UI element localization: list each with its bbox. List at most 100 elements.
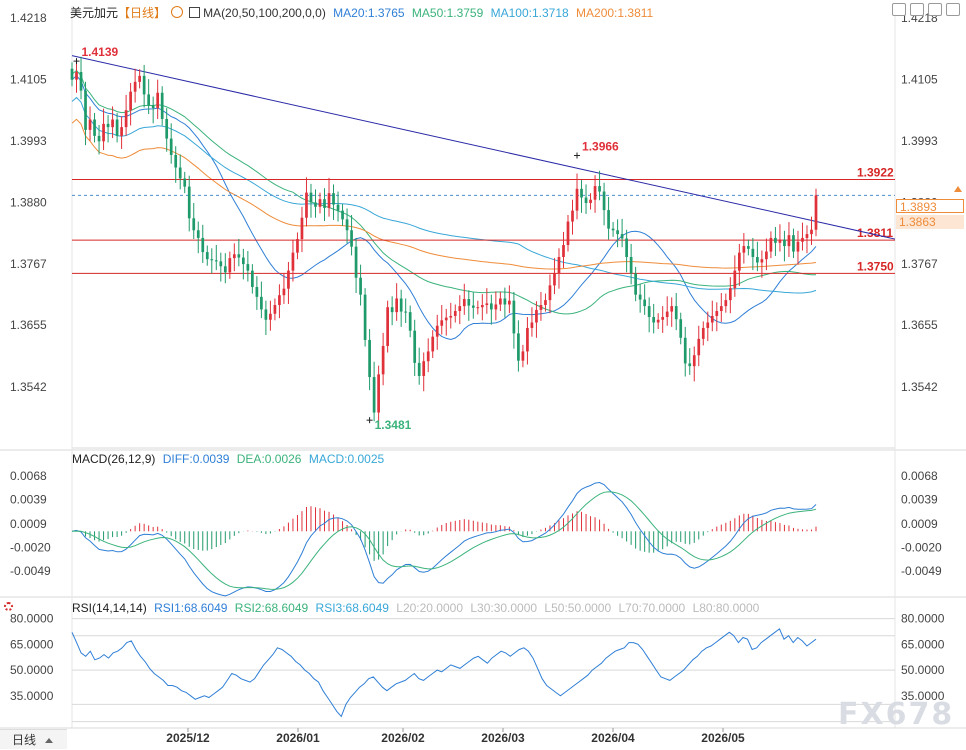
rsi-y-tick-left: 35.0000 — [10, 689, 54, 703]
candle-body — [174, 154, 178, 168]
candle-body — [467, 299, 471, 306]
candle-body — [165, 118, 169, 139]
candle-body — [269, 313, 272, 320]
candle-body — [679, 319, 683, 338]
candle-body — [508, 300, 511, 305]
rsi-label[interactable]: RSI(14,14,14) — [72, 601, 147, 615]
candle-body — [282, 288, 286, 296]
ma-indicator-icon — [188, 7, 200, 18]
macd-y-tick-left: 0.0068 — [10, 469, 47, 483]
candle-body — [553, 273, 556, 286]
candle-body — [187, 186, 191, 219]
close-icon[interactable] — [946, 3, 960, 16]
candle-body — [598, 186, 601, 192]
candle-body — [232, 254, 236, 259]
candle-body — [512, 300, 516, 334]
macd-label[interactable]: MACD(26,12,9) — [72, 452, 156, 466]
candle-body — [503, 298, 507, 305]
candle-body — [223, 266, 227, 273]
candle-body — [273, 305, 277, 314]
price-tag-low: 1.3863 — [896, 215, 964, 229]
candle-body — [728, 288, 732, 301]
ma50-line — [71, 69, 817, 315]
candle-body — [138, 75, 141, 82]
ma20-line — [71, 75, 817, 341]
zoom-out-icon[interactable] — [892, 3, 906, 16]
rsi-settings-icon[interactable] — [4, 602, 13, 611]
rsi-l80: L80:80.0000 — [692, 601, 760, 615]
candle-body — [548, 285, 552, 301]
macd-y-tick-left: 0.0039 — [10, 493, 47, 507]
restore-icon[interactable] — [928, 3, 942, 16]
y-tick-label-left: 1.4105 — [10, 73, 47, 87]
candle-body — [607, 210, 610, 229]
candle-body — [715, 311, 719, 316]
candle-body — [323, 199, 326, 208]
y-tick-label-right: 1.3542 — [901, 380, 938, 394]
candle-body — [97, 135, 101, 142]
candle-body — [688, 363, 692, 367]
rsi-header: RSI(14,14,14) RSI1:68.6049 RSI2:68.6049 … — [72, 601, 759, 615]
level-label: 1.3750 — [857, 259, 894, 273]
candle-body — [701, 327, 705, 339]
candle-body — [706, 322, 710, 328]
rsi-l70: L70:70.0000 — [618, 601, 686, 615]
x-tick-label: 2026/02 — [381, 731, 425, 745]
rsi2-value: RSI2:68.6049 — [234, 601, 309, 615]
candle-body — [566, 221, 570, 246]
candle-body — [765, 251, 768, 260]
candle-body — [399, 298, 403, 312]
candle-body — [305, 192, 308, 218]
candle-body — [296, 239, 299, 253]
candle-body — [792, 235, 795, 252]
candle-body — [440, 320, 444, 326]
candle-body — [602, 191, 606, 211]
candle-body — [742, 246, 746, 253]
candle-body — [124, 110, 128, 128]
candle-body — [530, 322, 534, 328]
candle-body — [426, 351, 430, 362]
ma200-line — [71, 118, 817, 270]
candle-body — [251, 270, 254, 288]
candle-body — [196, 230, 200, 238]
zoom-in-icon[interactable] — [910, 3, 924, 16]
window-toolbar — [892, 3, 960, 16]
rsi-y-tick-right: 35.0000 — [901, 689, 945, 703]
candle-body — [327, 193, 331, 208]
candle-body — [70, 68, 74, 80]
period-label[interactable]: 【日线】 — [118, 6, 167, 20]
candle-body — [404, 311, 408, 313]
candle-body — [526, 327, 529, 352]
main-header: 美元加元【日线】 MA(20,50,100,200,0,0) MA20:1.37… — [70, 4, 653, 21]
candle-body — [183, 178, 187, 187]
macd-dea-line — [71, 491, 817, 590]
candle-body — [120, 127, 123, 136]
candle-body — [336, 204, 340, 211]
candle-body — [638, 294, 642, 300]
candle-body — [575, 188, 579, 211]
macd-y-tick-left: -0.0049 — [10, 564, 51, 578]
candle-body — [160, 92, 164, 119]
period-tab[interactable]: 日线 — [0, 729, 67, 749]
settings-icon[interactable] — [171, 6, 184, 18]
ma-label[interactable]: MA(20,50,100,200,0,0) — [203, 6, 326, 20]
candle-body — [133, 81, 137, 92]
candle-body — [318, 199, 322, 207]
candle-body — [84, 90, 87, 130]
candle-body — [661, 317, 665, 320]
macd-dea-value: DEA:0.0026 — [236, 452, 302, 466]
candle-body — [462, 299, 466, 307]
candle-body — [499, 298, 502, 305]
rsi-y-tick-left: 65.0000 — [10, 637, 54, 651]
candle-body — [810, 229, 813, 235]
scroll-up-icon[interactable] — [954, 186, 962, 192]
candle-body — [471, 305, 475, 308]
rsi-y-tick-right: 50.0000 — [901, 663, 945, 677]
ma100-line — [71, 96, 817, 294]
candle-body — [106, 123, 110, 128]
candle-body — [354, 246, 358, 278]
candle-body — [422, 361, 426, 376]
candle-body — [517, 333, 520, 361]
level-label: 1.3811 — [857, 226, 893, 240]
candle-body — [652, 317, 656, 323]
